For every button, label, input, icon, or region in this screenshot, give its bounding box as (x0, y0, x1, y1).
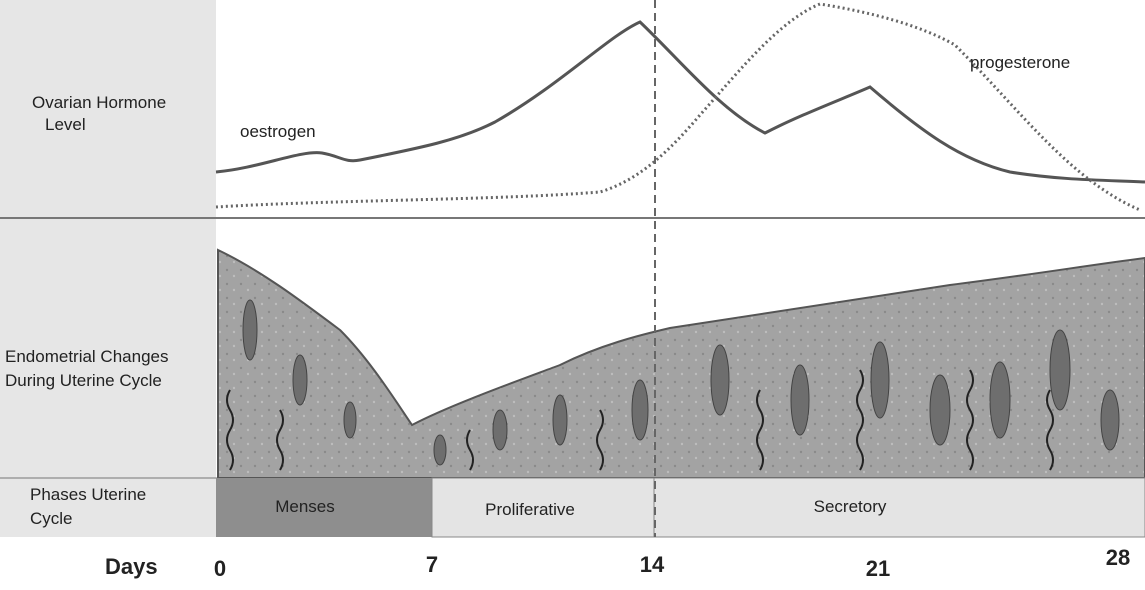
spiral-arteries (226, 369, 1054, 471)
row-label: Endometrial Changes (5, 347, 168, 366)
phase-box (431, 477, 655, 538)
days-label: Days (105, 554, 158, 579)
label-column (0, 0, 216, 537)
day-tick: 0 (214, 556, 226, 581)
day-tick: 14 (640, 552, 665, 577)
phase-box (216, 478, 432, 537)
row-label: Cycle (30, 509, 73, 528)
day-tick: 7 (426, 552, 438, 577)
progesterone-curve (215, 2, 1141, 212)
phase-box (653, 477, 1145, 538)
day-tick: 28 (1106, 545, 1130, 570)
phase-label: Menses (275, 497, 335, 516)
row-label: Level (45, 115, 86, 134)
curve-label: oestrogen (240, 122, 316, 141)
phase-label: Secretory (814, 497, 887, 516)
row-label: During Uterine Cycle (5, 371, 162, 390)
row-label: Ovarian Hormone (32, 93, 166, 112)
curve-label: progesterone (970, 53, 1070, 72)
day-tick: 21 (866, 556, 890, 581)
endometrium-tissue (217, 248, 1145, 479)
phase-label: Proliferative (485, 500, 575, 519)
oestrogen-curve (215, 20, 1145, 184)
row-label: Phases Uterine (30, 485, 146, 504)
glands (242, 299, 1120, 466)
